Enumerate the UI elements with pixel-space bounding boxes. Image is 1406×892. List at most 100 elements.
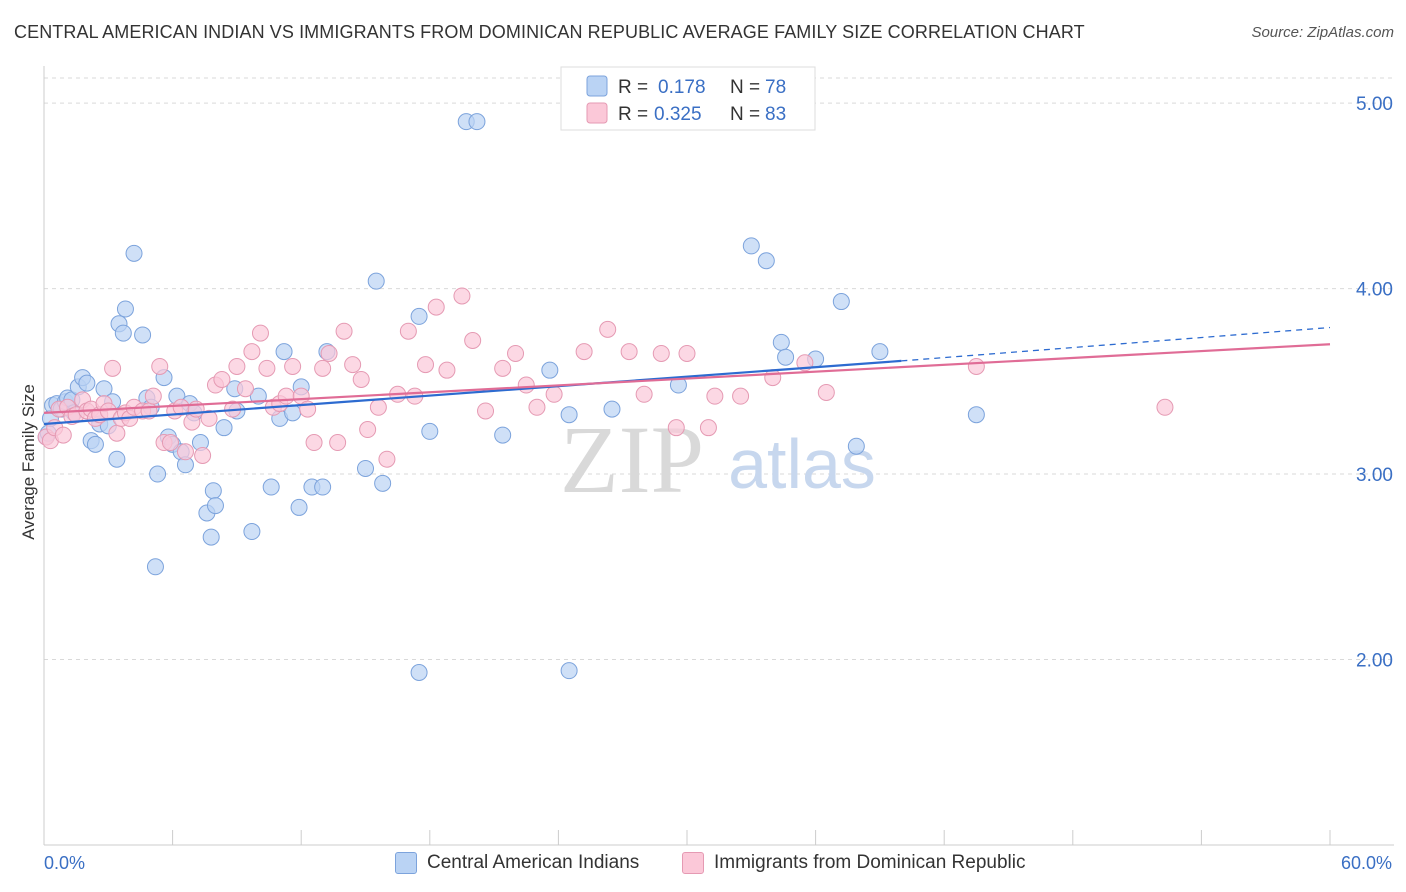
point-blue-27 [146,558,164,576]
point-pink-51 [329,434,347,452]
point-blue-65 [541,361,559,379]
x-tick-label-max: 60.0% [1341,853,1392,873]
point-pink-38 [236,380,254,398]
point-pink-16 [108,424,126,442]
point-pink-35 [213,370,231,388]
point-blue-67 [560,662,578,680]
point-pink-81 [732,387,750,405]
point-pink-44 [277,387,295,405]
point-blue-45 [243,523,261,541]
point-pink-41 [258,359,276,377]
legend: R = 0.178 N = 78 R = 0.325 N = 83 [560,66,816,131]
point-pink-33 [200,409,218,427]
point-pink-82 [764,369,782,387]
point-blue-58 [374,474,392,492]
y-tick-label-5: 5.00 [1356,94,1393,115]
point-pink-63 [438,361,456,379]
point-pink-29 [176,443,194,461]
point-pink-65 [464,332,482,350]
point-pink-37 [228,357,246,375]
legend-swatch-blue [586,75,608,97]
point-pink-76 [652,344,670,362]
point-blue-76 [847,437,865,455]
point-pink-61 [417,356,435,374]
point-pink-26 [161,434,179,452]
point-pink-52 [335,322,353,340]
data-points [37,113,1174,682]
legend-swatch-central-american-indians [395,852,417,874]
point-blue-71 [757,252,775,270]
point-pink-4 [54,426,72,444]
point-blue-24 [134,326,152,344]
point-pink-84 [817,383,835,401]
point-pink-80 [706,387,724,405]
point-blue-68 [603,400,621,418]
point-blue-41 [206,497,224,515]
point-pink-55 [359,421,377,439]
watermark-atlas: atlas [728,425,876,503]
point-pink-57 [378,450,396,468]
point-pink-68 [507,344,525,362]
point-blue-66 [560,406,578,424]
trend-line-blue [43,359,902,426]
point-pink-66 [477,402,495,420]
point-blue-54 [314,478,332,496]
legend-r-label-blue: R = [618,77,648,98]
legend-item-central-american-indians[interactable]: Central American Indians [395,852,639,874]
point-blue-12 [78,374,96,392]
point-pink-71 [545,385,563,403]
legend-n-value-blue: 78 [765,77,786,98]
point-pink-40 [251,324,269,342]
legend-r-value-pink: 0.325 [654,104,702,125]
legend-r-label-pink: R = [618,104,648,125]
legend-swatch-pink [586,102,608,124]
point-blue-72 [772,333,790,351]
y-tick-label-3: 3.00 [1356,465,1393,486]
point-blue-63 [468,113,486,131]
point-blue-77 [871,343,889,361]
point-pink-75 [635,385,653,403]
point-pink-59 [399,322,417,340]
point-pink-67 [494,359,512,377]
point-pink-15 [104,359,122,377]
legend-n-label-pink: N = [730,104,760,125]
point-pink-54 [352,370,370,388]
point-pink-79 [699,419,717,437]
point-pink-24 [151,357,169,375]
trend-line-pink [43,343,1331,414]
legend-swatch-dominican-republic [682,852,704,874]
point-blue-55 [367,272,385,290]
point-blue-14 [86,435,104,453]
point-pink-70 [528,398,546,416]
point-blue-78 [967,406,985,424]
point-blue-47 [262,478,280,496]
point-blue-28 [149,465,167,483]
point-pink-73 [599,320,617,338]
point-blue-64 [494,426,512,444]
point-blue-22 [116,300,134,318]
point-blue-75 [832,293,850,311]
source-note: Source: ZipAtlas.com [1251,24,1394,41]
y-tick-label-4: 4.00 [1356,280,1393,301]
gridlines [44,77,1394,661]
legend-n-value-pink: 83 [765,104,786,125]
point-pink-72 [575,343,593,361]
point-pink-53 [344,356,362,374]
point-pink-45 [284,357,302,375]
point-pink-77 [667,419,685,437]
point-pink-49 [314,359,332,377]
x-tick-label-min: 0.0% [44,853,85,873]
y-tick-label-2: 2.00 [1356,651,1393,672]
legend-r-value-blue: 0.178 [658,77,706,98]
point-blue-60 [410,664,428,682]
point-blue-49 [275,343,293,361]
point-pink-48 [305,434,323,452]
legend-item-dominican-republic[interactable]: Immigrants from Dominican Republic [682,852,1026,874]
point-pink-32 [194,447,212,464]
watermark: ZIP atlas [560,406,876,513]
point-pink-64 [453,287,471,305]
point-blue-40 [204,482,222,500]
point-pink-39 [243,343,261,361]
point-pink-86 [1156,398,1174,416]
